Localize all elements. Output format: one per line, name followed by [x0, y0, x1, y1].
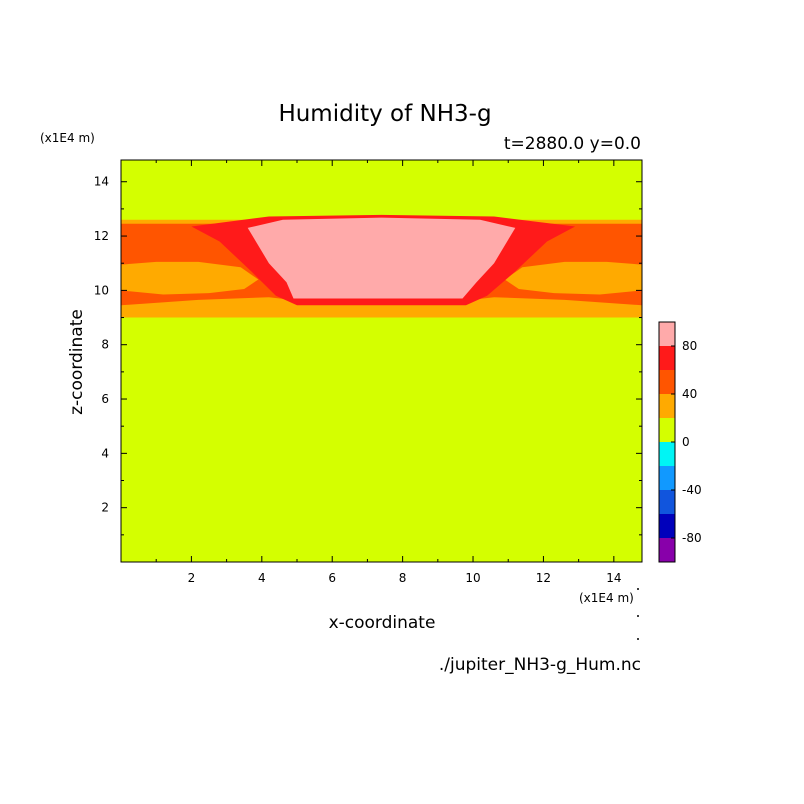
- colorbar-swatch: [659, 466, 675, 490]
- y-tick-label: 10: [94, 283, 109, 297]
- x-tick-label: 2: [188, 571, 196, 585]
- colorbar-swatch: [659, 418, 675, 442]
- y-tick-label: 2: [101, 501, 109, 515]
- y-tick-label: 12: [94, 229, 109, 243]
- colorbar-tick-label: -80: [682, 531, 702, 545]
- colorbar-tick-label: -40: [682, 483, 702, 497]
- x-axis-ticks: 2 4 6 8 10 12 14: [155, 160, 621, 585]
- contour-regions: [121, 214, 642, 318]
- colorbar-swatch: [659, 514, 675, 538]
- plot-frame: [120, 159, 643, 563]
- corner-dots: [637, 588, 639, 640]
- colorbar-swatch: [659, 370, 675, 394]
- x-tick-label: 4: [258, 571, 266, 585]
- contour-region-3: [504, 261, 642, 295]
- x-axis-unit: (x1E4 m): [579, 591, 634, 605]
- contour-region-6: [304, 252, 466, 298]
- colorbar-swatch: [659, 490, 675, 514]
- x-tick-label: 6: [328, 571, 336, 585]
- plot-area: 2 4 6 8 10 12 14 2 4 6 8 10 12 14: [94, 159, 643, 585]
- colorbar-tick-label: 0: [682, 435, 690, 449]
- colorbar-tick-label: 40: [682, 387, 697, 401]
- y-tick-label: 8: [101, 338, 109, 352]
- colorbar-tick-label: 80: [682, 339, 697, 353]
- y-tick-label: 6: [101, 392, 109, 406]
- chart-subtitle: t=2880.0 y=0.0: [504, 134, 641, 154]
- contour-region-2: [121, 261, 259, 295]
- y-tick-label: 4: [101, 446, 109, 460]
- y-axis-unit: (x1E4 m): [40, 131, 95, 145]
- y-axis-ticks: 2 4 6 8 10 12 14: [94, 175, 642, 536]
- colorbar: 80 40 0 -40 -80: [658, 321, 702, 563]
- y-tick-label: 14: [94, 175, 109, 189]
- colorbar-swatch: [659, 538, 675, 562]
- colorbar-ticks: 80 40 0 -40 -80: [671, 339, 702, 545]
- x-axis-label: x-coordinate: [329, 613, 436, 633]
- chart-title: Humidity of NH3-g: [278, 101, 491, 127]
- colorbar-swatch: [659, 442, 675, 466]
- x-tick-label: 12: [536, 571, 551, 585]
- x-tick-label: 10: [465, 571, 480, 585]
- colorbar-swatch: [659, 394, 675, 418]
- x-tick-label: 14: [606, 571, 621, 585]
- source-filename: ./jupiter_NH3-g_Hum.nc: [439, 655, 641, 675]
- colorbar-swatch: [659, 346, 675, 370]
- y-axis-label: z-coordinate: [67, 309, 87, 415]
- colorbar-swatches: [659, 322, 675, 562]
- x-tick-label: 8: [399, 571, 407, 585]
- colorbar-swatch: [659, 322, 675, 346]
